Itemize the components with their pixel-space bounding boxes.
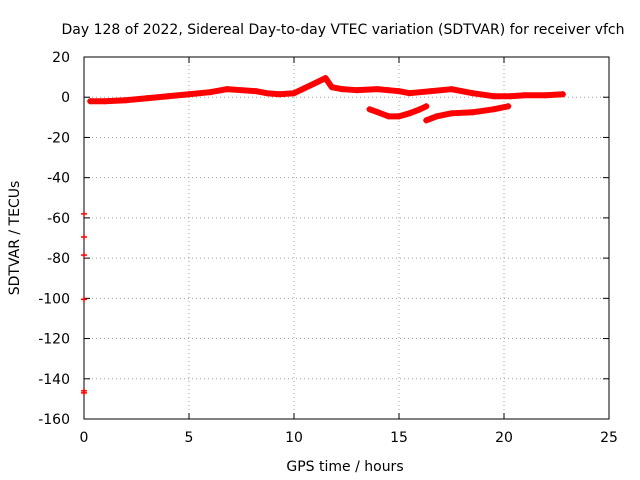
data-point xyxy=(375,109,381,116)
data-point xyxy=(322,75,329,82)
data-point xyxy=(354,87,360,94)
y-tick-label: 20 xyxy=(52,50,70,66)
x-tick-label: 5 xyxy=(185,430,194,446)
data-point xyxy=(339,86,346,93)
data-point xyxy=(165,93,171,100)
data-point xyxy=(406,90,413,97)
data-point xyxy=(423,117,430,124)
y-tick-label: -80 xyxy=(47,251,70,267)
data-point xyxy=(423,103,430,110)
data-point xyxy=(375,86,381,93)
x-tick-label: 20 xyxy=(495,430,513,446)
y-tick-label: 0 xyxy=(61,90,70,106)
data-point xyxy=(543,92,549,99)
data-point xyxy=(559,91,566,98)
data-point xyxy=(406,110,413,117)
plot-frame xyxy=(83,56,610,420)
data-point xyxy=(312,80,318,87)
data-point xyxy=(87,98,94,105)
data-point xyxy=(448,86,455,93)
data-point xyxy=(490,93,497,100)
y-tick-label: -160 xyxy=(38,412,70,428)
x-tick-label: 0 xyxy=(80,430,89,446)
data-point xyxy=(490,106,497,113)
data-point xyxy=(396,88,402,95)
data-point xyxy=(385,113,392,120)
data-point xyxy=(144,95,150,102)
data-point xyxy=(81,389,87,396)
data-point xyxy=(505,103,512,110)
chart-title: Day 128 of 2022, Sidereal Day-to-day VTE… xyxy=(61,22,624,38)
x-tick-label: 10 xyxy=(285,430,303,446)
data-point xyxy=(469,109,476,116)
data-point xyxy=(469,90,476,97)
y-tick-label: -60 xyxy=(47,211,70,227)
grid xyxy=(84,57,609,419)
series-line xyxy=(87,75,566,105)
data-point xyxy=(396,113,402,120)
data-point xyxy=(81,210,87,217)
series-line xyxy=(423,103,512,124)
data-point xyxy=(207,89,213,96)
data-point xyxy=(417,106,423,113)
data-point xyxy=(263,90,270,97)
y-tick-label: -100 xyxy=(38,291,70,307)
data-point xyxy=(102,98,108,105)
data-point xyxy=(81,233,87,240)
data-point xyxy=(276,91,283,98)
data-point xyxy=(186,91,192,98)
data-point xyxy=(81,252,87,259)
data-point xyxy=(522,92,528,99)
y-axis-label: SDTVAR / TECUs xyxy=(7,181,23,296)
data-point xyxy=(253,88,260,95)
y-tick-label: -40 xyxy=(47,171,70,187)
data-point xyxy=(223,86,230,93)
y-tick-label: -120 xyxy=(38,332,70,348)
y-tick-label: -20 xyxy=(47,130,70,146)
data-marks xyxy=(81,75,566,396)
data-point xyxy=(507,93,514,100)
data-point xyxy=(448,110,455,117)
data-point xyxy=(291,90,297,97)
x-tick-label: 25 xyxy=(600,430,618,446)
y-tick-label: -140 xyxy=(38,372,70,388)
ticks: 0 5 10 15 20 25 20 0 -20 -40 -60 -80 -100 -120 -140 -16… xyxy=(38,50,618,446)
data-point xyxy=(366,106,373,113)
x-axis-label: GPS time / hours xyxy=(286,459,403,475)
data-point xyxy=(427,88,434,95)
data-point xyxy=(123,97,129,104)
data-point xyxy=(301,85,308,92)
data-point xyxy=(385,87,392,94)
x-tick-label: 15 xyxy=(390,430,408,446)
data-point xyxy=(238,87,245,94)
data-point xyxy=(328,84,335,91)
data-point xyxy=(81,296,87,303)
data-point xyxy=(433,113,440,120)
